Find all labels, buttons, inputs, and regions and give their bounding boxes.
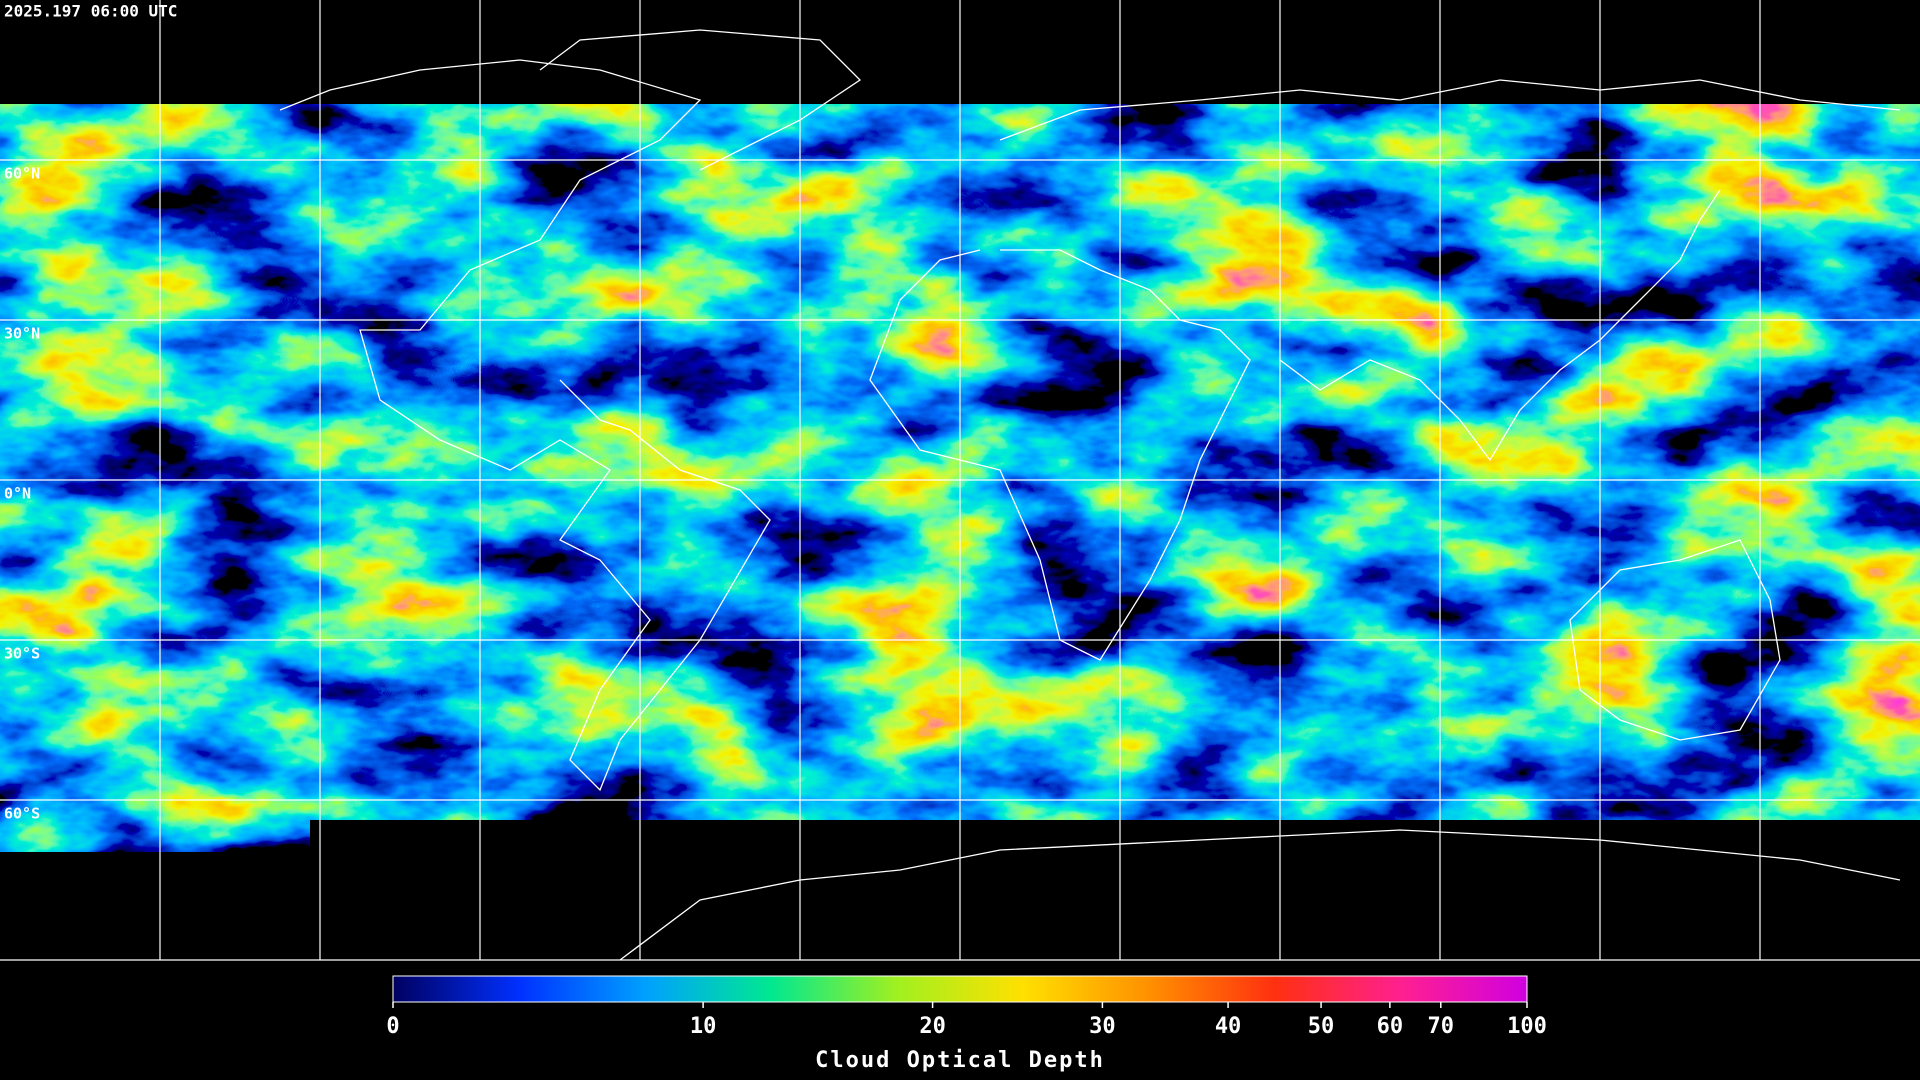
graticule: 60°N 30°N 0°N 30°S 60°S: [0, 0, 1920, 961]
latitude-label: 30°S: [4, 645, 40, 663]
latitude-label: 0°N: [4, 485, 31, 503]
coastlines: [279, 29, 1901, 961]
latitude-label: 60°N: [4, 165, 40, 183]
colorbar: 0 10 20 30 40 50 60 70 100: [386, 975, 1547, 1039]
latitude-label: 30°N: [4, 325, 40, 343]
colorbar-tick-label: 10: [690, 1014, 717, 1039]
colorbar-tick-label: 20: [919, 1014, 946, 1039]
colorbar-label: Cloud Optical Depth: [815, 1048, 1105, 1073]
colorbar-tick-label: 60: [1377, 1014, 1404, 1039]
colorbar-scale: [392, 975, 1528, 1003]
latitude-label: 60°S: [4, 805, 40, 823]
colorbar-tick-label: 30: [1089, 1014, 1116, 1039]
colorbar-tick-label: 50: [1308, 1014, 1335, 1039]
colorbar-tick-label: 70: [1428, 1014, 1455, 1039]
timestamp: 2025.197 06:00 UTC: [4, 2, 177, 21]
colorbar-tick-label: 100: [1507, 1014, 1547, 1039]
colorbar-tick-label: 40: [1215, 1014, 1242, 1039]
colorbar-tick-label: 0: [386, 1014, 399, 1039]
